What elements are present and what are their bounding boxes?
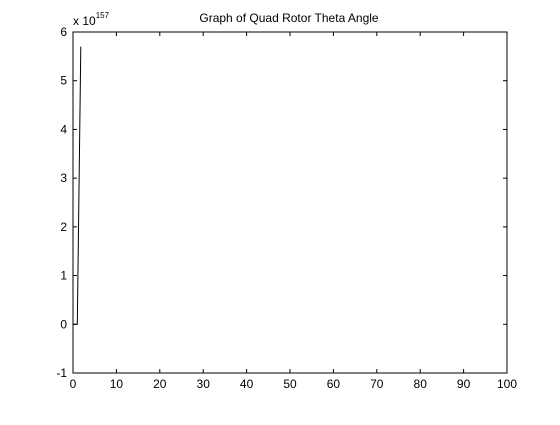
y-tick-label: -1 [56,366,67,380]
x-tick-label: 0 [70,377,77,391]
y-exponent-label: x 10157 [73,11,110,28]
x-tick-label: 30 [197,377,211,391]
x-tick-label: 80 [414,377,428,391]
series-line [73,46,82,325]
x-tick-label: 60 [327,377,341,391]
x-tick-label: 20 [153,377,167,391]
x-tick-label: 40 [240,377,254,391]
y-tick-label: 0 [60,317,67,331]
x-tick-label: 90 [457,377,471,391]
y-tick-label: 5 [60,74,67,88]
y-tick-label: 1 [60,269,67,283]
y-tick-label: 2 [60,220,67,234]
x-tick-label: 70 [370,377,384,391]
x-tick-label: 100 [497,377,517,391]
x-tick-label: 50 [283,377,297,391]
y-exponent-base: x 10 [73,14,96,28]
y-exponent-power: 157 [96,11,110,20]
axes-box [72,31,508,374]
x-tick-label: 10 [110,377,124,391]
y-tick-label: 6 [60,25,67,39]
y-tick-label: 3 [60,171,67,185]
y-tick-label: 4 [60,122,67,136]
chart-title: Graph of Quad Rotor Theta Angle [199,11,379,25]
